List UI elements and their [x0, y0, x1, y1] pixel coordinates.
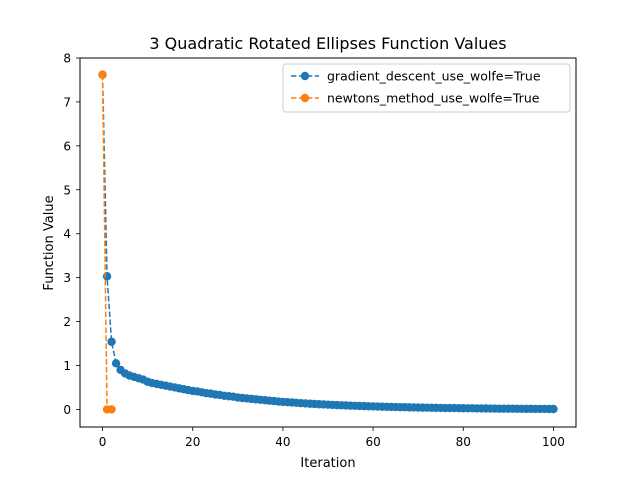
y-tick-label: 8: [63, 52, 71, 66]
y-tick-label: 0: [63, 403, 71, 417]
x-tick-label: 0: [99, 435, 107, 449]
y-tick-label: 1: [63, 359, 71, 373]
data-point: [107, 405, 116, 414]
y-tick-label: 2: [63, 315, 71, 329]
legend-label: gradient_descent_use_wolfe=True: [327, 69, 541, 84]
y-tick-label: 3: [63, 271, 71, 285]
legend-swatch-marker: [300, 71, 310, 81]
y-tick-label: 4: [63, 227, 71, 241]
data-point: [107, 337, 116, 346]
legend-item: gradient_descent_use_wolfe=True: [291, 69, 541, 84]
y-tick-label: 6: [63, 139, 71, 153]
x-tick-label: 40: [275, 435, 290, 449]
x-axis-ticks: 0 20 40 60 80 100: [99, 427, 565, 449]
legend-box: [282, 63, 571, 113]
x-tick-label: 100: [542, 435, 565, 449]
x-axis-label: Iteration: [300, 456, 355, 471]
x-tick-label: 80: [456, 435, 471, 449]
series-gradient-descent-use-wolfe-true: [98, 70, 558, 414]
data-point: [549, 404, 558, 414]
y-tick-label: 7: [63, 95, 71, 109]
data-point: [102, 272, 112, 281]
legend-swatch-marker: [300, 93, 310, 103]
x-tick-label: 20: [185, 435, 200, 449]
legend: gradient_descent_use_wolfe=True newtons_m…: [282, 63, 571, 113]
y-axis-ticks: 0 1 2 3 4 5 6 7 8: [63, 52, 80, 417]
legend-label: newtons_method_use_wolfe=True: [327, 91, 540, 106]
x-tick-label: 60: [365, 435, 380, 449]
data-point: [111, 359, 121, 368]
data-point: [98, 70, 107, 79]
legend-item: newtons_method_use_wolfe=True: [291, 91, 540, 106]
chart-title: 3 Quadratic Rotated Ellipses Function Va…: [149, 34, 506, 53]
y-axis-label: Function Value: [42, 195, 57, 290]
plot-frame: [79, 57, 577, 428]
y-tick-label: 5: [63, 183, 71, 197]
series-newtons-method-use-wolfe-true: [98, 70, 116, 414]
marks-layer: [98, 70, 558, 414]
